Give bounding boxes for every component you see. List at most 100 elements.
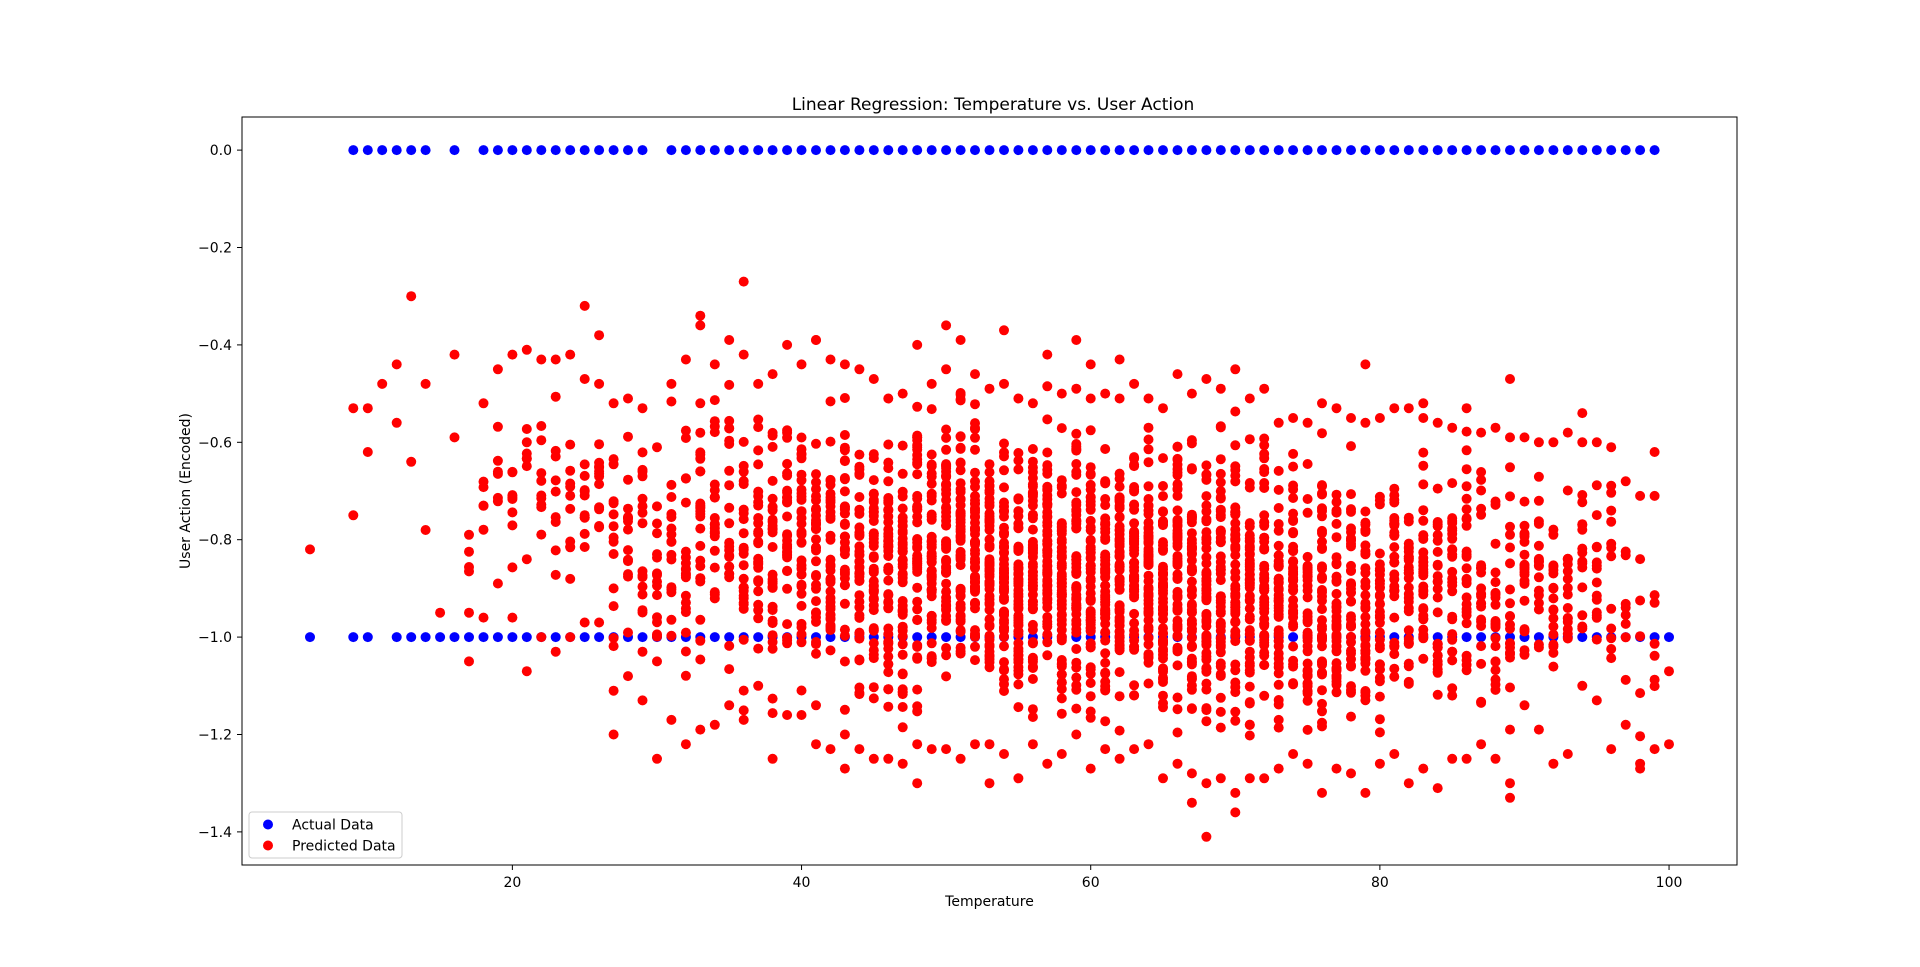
actual-point — [1635, 145, 1646, 156]
predicted-point — [1346, 631, 1356, 642]
predicted-point — [1447, 629, 1458, 640]
predicted-point — [464, 656, 474, 667]
predicted-point — [1244, 544, 1255, 555]
predicted-point — [753, 538, 764, 549]
actual-point — [1447, 145, 1458, 156]
predicted-point — [1042, 566, 1053, 577]
actual-point — [594, 145, 605, 156]
predicted-point — [1244, 646, 1255, 657]
predicted-point — [1331, 552, 1342, 563]
predicted-point — [839, 573, 850, 584]
predicted-point — [1476, 601, 1487, 612]
predicted-point — [1259, 517, 1270, 528]
predicted-point — [1071, 428, 1082, 439]
predicted-point — [1577, 547, 1588, 558]
predicted-point — [897, 631, 908, 642]
predicted-point — [1635, 490, 1646, 501]
predicted-point — [912, 534, 923, 545]
y-tick-label: 0.0 — [210, 143, 232, 159]
predicted-point — [1100, 478, 1111, 489]
predicted-point — [1346, 661, 1356, 672]
predicted-point — [623, 627, 633, 638]
actual-point — [1577, 145, 1588, 156]
predicted-point — [1100, 613, 1111, 624]
predicted-point — [941, 463, 952, 474]
predicted-point — [1143, 606, 1154, 617]
predicted-point — [1389, 671, 1400, 682]
predicted-point — [1490, 656, 1501, 667]
predicted-point — [970, 369, 980, 380]
predicted-point — [1273, 540, 1284, 551]
predicted-point — [565, 632, 576, 643]
predicted-point — [926, 551, 937, 562]
actual-point — [1476, 145, 1487, 156]
predicted-point — [912, 553, 923, 564]
predicted-point — [926, 471, 937, 482]
predicted-point — [1403, 542, 1414, 553]
predicted-point — [565, 503, 576, 514]
predicted-point — [1013, 578, 1024, 589]
predicted-point — [695, 449, 706, 460]
predicted-point — [912, 435, 923, 446]
predicted-point — [1505, 584, 1515, 595]
predicted-point — [1042, 602, 1053, 613]
actual-point — [1432, 145, 1443, 156]
predicted-point — [897, 722, 908, 733]
predicted-point — [1302, 646, 1313, 657]
predicted-point — [970, 418, 980, 429]
predicted-point — [1331, 497, 1342, 507]
predicted-point — [753, 414, 764, 425]
predicted-point — [1027, 509, 1038, 520]
predicted-point — [782, 529, 793, 540]
predicted-point — [637, 447, 648, 458]
actual-point — [637, 632, 648, 643]
predicted-point — [608, 549, 619, 559]
actual-point — [492, 632, 503, 643]
predicted-point — [1085, 393, 1096, 404]
predicted-point — [623, 503, 633, 514]
predicted-point — [1230, 364, 1241, 375]
predicted-point — [637, 493, 648, 504]
predicted-point — [1606, 480, 1617, 491]
predicted-point — [1071, 383, 1082, 394]
actual-point — [1403, 145, 1414, 156]
predicted-point — [1114, 667, 1125, 678]
actual-point — [767, 145, 778, 156]
predicted-point — [1100, 684, 1111, 695]
predicted-point — [1346, 565, 1356, 576]
predicted-point — [796, 710, 807, 720]
predicted-point — [1172, 454, 1183, 465]
predicted-point — [623, 556, 633, 567]
predicted-point — [1331, 588, 1342, 599]
predicted-point — [1114, 536, 1125, 547]
predicted-point — [1374, 582, 1385, 593]
actual-point — [666, 145, 677, 156]
predicted-point — [1056, 475, 1067, 486]
predicted-point — [1114, 691, 1125, 702]
predicted-point — [825, 645, 836, 656]
predicted-point — [1548, 629, 1559, 640]
x-tick-label: 80 — [1371, 875, 1389, 891]
predicted-point — [1360, 527, 1371, 537]
predicted-point — [1288, 564, 1299, 574]
predicted-point — [1114, 547, 1125, 558]
predicted-point — [970, 556, 980, 567]
predicted-point — [1230, 617, 1241, 628]
actual-point — [825, 145, 836, 156]
predicted-point — [753, 556, 764, 567]
predicted-point — [970, 631, 980, 642]
predicted-point — [1114, 503, 1125, 514]
predicted-point — [767, 708, 778, 719]
predicted-point — [565, 439, 576, 450]
actual-point — [999, 145, 1009, 156]
predicted-point — [1186, 640, 1197, 651]
predicted-point — [449, 432, 460, 443]
predicted-point — [1418, 530, 1429, 541]
predicted-point — [1505, 542, 1515, 553]
predicted-point — [1519, 575, 1530, 586]
predicted-point — [941, 424, 952, 435]
predicted-point — [897, 758, 908, 769]
predicted-point — [1317, 536, 1327, 547]
actual-point — [1027, 145, 1038, 156]
predicted-point — [1403, 676, 1414, 687]
